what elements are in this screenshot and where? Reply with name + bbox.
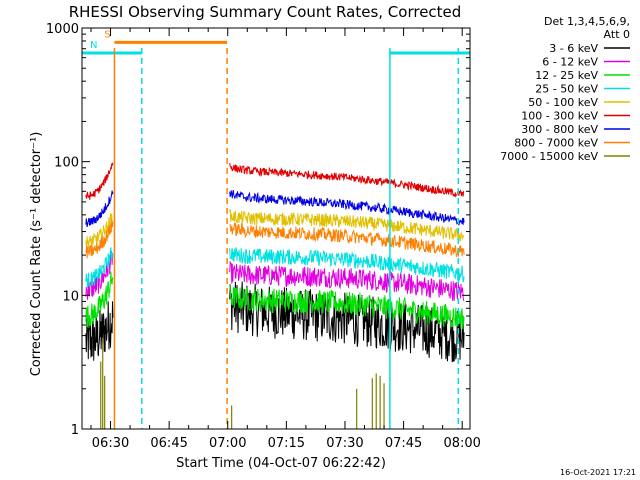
series-800-7000-kev-post — [229, 222, 465, 258]
plot-marks: SN — [82, 29, 470, 429]
x-tick-label: 07:45 — [385, 436, 422, 451]
x-tick-label: 07:15 — [268, 436, 305, 451]
series-25-50-kev-post — [229, 247, 465, 283]
y-axis-label: Corrected Count Rate (s⁻¹ detector⁻¹) — [29, 132, 44, 377]
series-25-50-kev-pre — [85, 246, 114, 288]
x-tick-label: 06:30 — [92, 436, 129, 451]
legend-header-line-2: Att 0 — [604, 28, 630, 41]
series-100-300-kev-pre — [85, 162, 114, 200]
footer-timestamp: 16-Oct-2021 17:21 — [560, 468, 636, 477]
series-50-100-kev-pre — [85, 212, 114, 249]
legend-label: 25 - 50 keV — [535, 83, 598, 96]
chart-title: RHESSI Observing Summary Count Rates, Co… — [69, 3, 462, 21]
y-tick-label: 1000 — [46, 22, 79, 37]
y-tick-label: 10 — [62, 289, 79, 304]
flag-label: N — [90, 40, 97, 51]
series-100-300-kev-post — [229, 162, 465, 198]
flag-label: S — [104, 29, 110, 40]
legend-label: 7000 - 15000 keV — [500, 150, 598, 163]
legend-label: 100 - 300 keV — [521, 110, 598, 123]
x-tick-label: 07:00 — [209, 436, 246, 451]
series-300-800-kev-post — [229, 189, 465, 226]
y-tick-label: 1 — [71, 423, 79, 438]
x-tick-label: 07:30 — [326, 436, 363, 451]
series-12-25-kev-pre — [85, 271, 114, 328]
x-tick-label: 08:00 — [443, 436, 480, 451]
legend-label: 3 - 6 keV — [549, 42, 598, 55]
legend-label: 50 - 100 keV — [528, 96, 598, 109]
legend-header-line-1: Det 1,3,4,5,6,9, — [544, 15, 630, 28]
x-axis-label: Start Time (04-Oct-07 06:22:42) — [176, 456, 386, 471]
plot-border — [81, 27, 471, 430]
series-12-25-kev-post — [229, 284, 465, 330]
series-6-12-kev-post — [229, 260, 465, 302]
series-50-100-kev-post — [229, 209, 465, 243]
legend-label: 12 - 25 keV — [535, 69, 598, 82]
plot-frame — [81, 27, 471, 430]
axes: 1 10 100 1000 06:30 06:45 07:00 07:15 07:30 07:45… — [46, 22, 481, 451]
legend-label: 800 - 7000 keV — [514, 137, 598, 150]
y-tick-label: 100 — [54, 156, 79, 171]
series-800-7000-kev-pre — [85, 219, 114, 259]
legend-label: 6 - 12 keV — [542, 56, 598, 69]
legend-label: 300 - 800 keV — [521, 123, 598, 136]
series-3-6-kev-pre — [85, 301, 114, 361]
series-300-800-kev-pre — [85, 190, 114, 228]
x-tick-label: 06:45 — [150, 436, 187, 451]
